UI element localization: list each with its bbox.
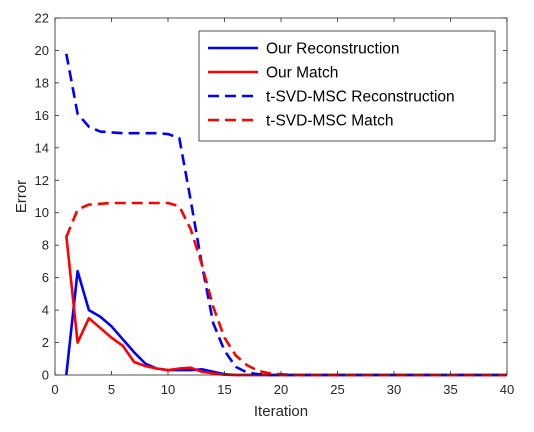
y-tick-label: 6 — [42, 270, 49, 285]
legend-label: t-SVD-MSC Reconstruction — [266, 89, 455, 106]
y-tick-label: 10 — [35, 205, 49, 220]
x-tick-label: 30 — [387, 382, 401, 397]
y-tick-label: 14 — [35, 140, 49, 155]
legend-label: t-SVD-MSC Match — [266, 113, 393, 130]
x-tick-label: 25 — [330, 382, 344, 397]
x-tick-label: 40 — [500, 382, 514, 397]
y-tick-label: 2 — [42, 335, 49, 350]
legend: Our Reconstruction Our Match t-SVD-MSC Rec… — [198, 30, 496, 142]
x-tick-label: 20 — [274, 382, 288, 397]
x-axis-label: Iteration — [254, 403, 308, 420]
y-tick-label: 12 — [35, 173, 49, 188]
y-tick-label: 8 — [42, 238, 49, 253]
y-tick-label: 18 — [35, 75, 49, 90]
x-tick-label: 15 — [217, 382, 231, 397]
legend-box — [198, 30, 496, 142]
y-tick-label: 0 — [42, 368, 49, 383]
y-tick-label: 20 — [35, 43, 49, 58]
x-tick-label: 0 — [51, 382, 58, 397]
y-tick-label: 22 — [35, 11, 49, 26]
legend-label: Our Reconstruction — [266, 41, 400, 58]
x-tick-label: 35 — [443, 382, 457, 397]
y-tick-label: 16 — [35, 108, 49, 123]
x-tick-label: 5 — [108, 382, 115, 397]
y-tick-label: 4 — [42, 303, 49, 318]
legend-label: Our Match — [266, 65, 338, 82]
y-axis: 0 2 4 6 8 10 12 14 16 18 20 22 — [35, 11, 507, 383]
x-tick-label: 10 — [161, 382, 175, 397]
y-axis-label: Error — [13, 180, 30, 213]
x-axis: 0 5 10 15 20 25 30 35 40 — [51, 18, 514, 397]
